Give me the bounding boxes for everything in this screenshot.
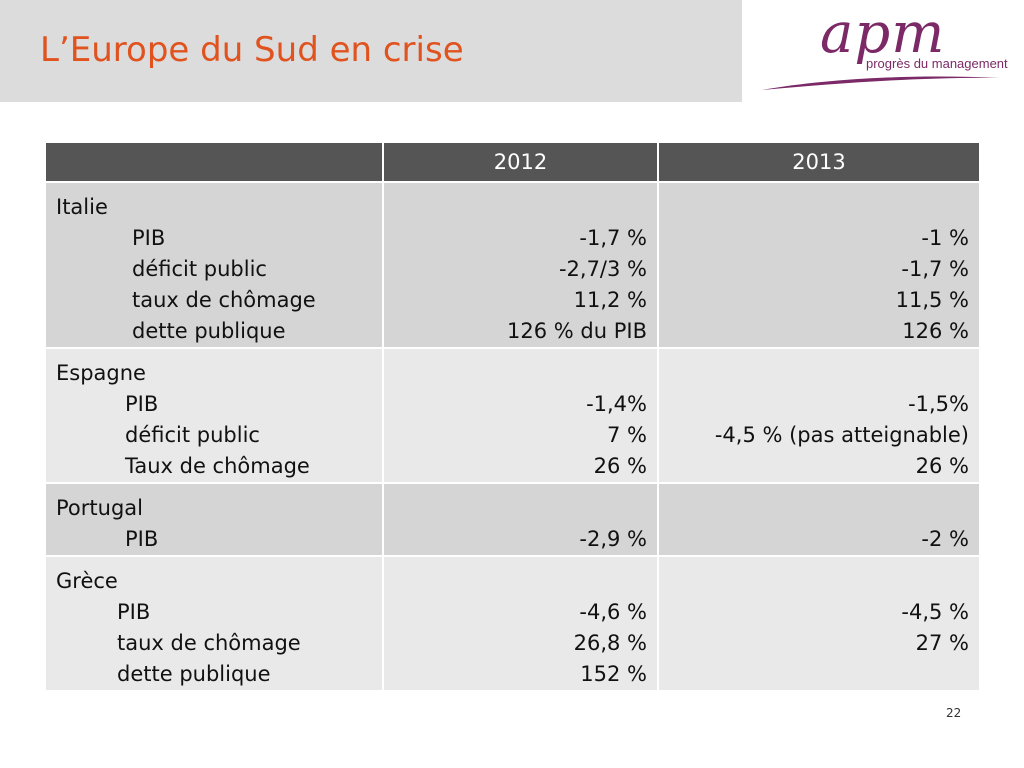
values-2013-cell: -1 % -1,7 % 11,5 % 126 % [657,181,981,349]
page-number: 22 [946,706,962,720]
value-2012: -2,9 % [579,527,647,551]
value-2013: 126 % [902,319,969,343]
value-2013: 11,5 % [895,288,969,312]
indicator-label: dette publique [117,662,271,686]
indicator-label: PIB [132,226,166,250]
value-2012: -1,4% [586,392,647,416]
header-cell-empty [44,141,384,183]
country-cell: Portugal PIB [44,482,384,557]
apm-logo: apm progrès du management [760,4,1010,94]
value-2012: 26 % [593,454,647,478]
indicator-label: PIB [117,600,151,624]
indicator-label: Taux de chômage [125,454,310,478]
economic-indicators-table: 2012 2013 Italie PIB déficit public taux… [44,141,981,692]
value-2013: -4,5 % (pas atteignable) [714,423,969,447]
table-row-espagne: Espagne PIB déficit public Taux de chôma… [44,347,981,484]
title-band: L’Europe du Sud en crise [0,0,742,102]
logo-swoosh-icon [762,76,1000,90]
value-2012: 7 % [607,423,647,447]
logo-tagline: progrès du management [866,56,1008,71]
indicator-label: taux de chômage [132,288,316,312]
country-name: Portugal [56,496,143,520]
values-2012-cell: -4,6 % 26,8 % 152 % [382,555,659,692]
values-2013-cell: -1,5% -4,5 % (pas atteignable) 26 % [657,347,981,484]
value-2012: 126 % du PIB [507,319,647,343]
indicator-label: taux de chômage [117,631,301,655]
table-row-portugal: Portugal PIB -2,9 % -2 % [44,482,981,557]
indicator-label: déficit public [125,423,260,447]
value-2013: 27 % [915,631,969,655]
header-cell-2012: 2012 [382,141,659,183]
value-2012: -1,7 % [579,226,647,250]
country-cell: Italie PIB déficit public taux de chômag… [44,181,384,349]
value-2012: -2,7/3 % [558,257,647,281]
country-cell: Espagne PIB déficit public Taux de chôma… [44,347,384,484]
country-name: Grèce [56,569,118,593]
value-2012: -4,6 % [579,600,647,624]
table-header-row: 2012 2013 [44,141,981,183]
country-cell: Grèce PIB taux de chômage dette publique [44,555,384,692]
value-2012: 26,8 % [573,631,647,655]
value-2012: 152 % [580,662,647,686]
value-2013: 26 % [915,454,969,478]
indicator-label: dette publique [132,319,286,343]
values-2012-cell: -1,4% 7 % 26 % [382,347,659,484]
values-2013-cell: -2 % [657,482,981,557]
header-cell-2013: 2013 [657,141,981,183]
country-name: Espagne [56,361,146,385]
indicator-label: déficit public [132,257,267,281]
value-2013: -2 % [921,527,969,551]
slide-title: L’Europe du Sud en crise [40,30,464,70]
value-2013: -1,5% [908,392,969,416]
values-2013-cell: -4,5 % 27 % [657,555,981,692]
country-name: Italie [56,195,108,219]
value-2013: -1 % [921,226,969,250]
table-row-italie: Italie PIB déficit public taux de chômag… [44,181,981,349]
value-2012: 11,2 % [573,288,647,312]
logo-wordmark: apm [820,1,946,66]
table-row-grece: Grèce PIB taux de chômage dette publique… [44,555,981,692]
value-2013: -1,7 % [901,257,969,281]
indicator-label: PIB [125,392,159,416]
values-2012-cell: -1,7 % -2,7/3 % 11,2 % 126 % du PIB [382,181,659,349]
indicator-label: PIB [125,527,159,551]
value-2013: -4,5 % [901,600,969,624]
values-2012-cell: -2,9 % [382,482,659,557]
